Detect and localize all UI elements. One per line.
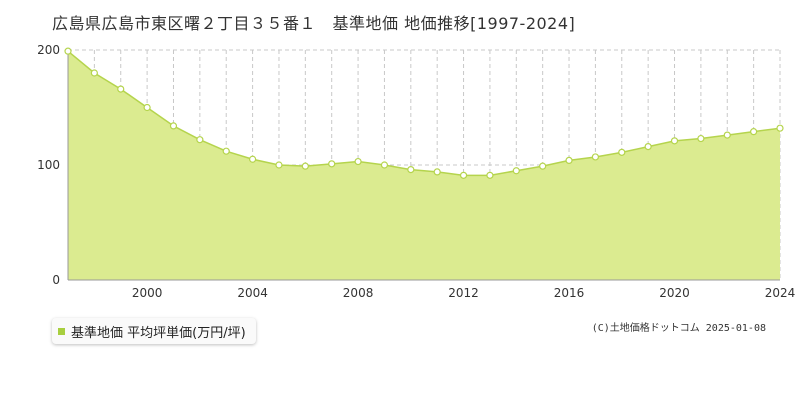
data-point (196, 136, 204, 144)
tick-labels: 0 100 200 2000 2004 2008 2012 2016 2020 2024 (37, 43, 795, 300)
chart-title: 広島県広島市東区曙２丁目３５番１ 基準地価 地価推移[1997-2024] (52, 14, 576, 33)
data-point (328, 160, 336, 168)
area-fill (68, 51, 780, 281)
data-point (90, 69, 98, 77)
data-point (539, 162, 547, 170)
data-point (248, 155, 257, 163)
data-point (433, 168, 441, 176)
x-tick-label: 2004 (237, 286, 268, 300)
x-tick-label: 2024 (765, 286, 796, 300)
legend-swatch (58, 327, 65, 335)
data-point (301, 162, 309, 170)
legend: 基準地価 平均坪単価(万円/坪) (52, 318, 256, 344)
x-tick-label: 2012 (448, 286, 479, 300)
x-tick-label: 2020 (659, 286, 690, 300)
data-point (591, 153, 600, 161)
data-points (64, 47, 784, 179)
y-tick-label: 100 (37, 158, 60, 172)
series-line (67, 50, 781, 177)
x-tick-label: 2008 (343, 286, 374, 300)
data-point (354, 157, 362, 166)
data-point (275, 161, 283, 169)
y-tick-label: 200 (37, 43, 60, 57)
data-point (143, 103, 151, 112)
data-point (407, 166, 415, 174)
legend-label: 基準地価 平均坪単価(万円/坪) (71, 325, 246, 341)
data-point (459, 171, 468, 179)
area-series (67, 50, 781, 281)
x-tick-label: 2000 (132, 286, 163, 300)
x-tick-label: 2016 (554, 286, 585, 300)
data-point (723, 131, 731, 139)
data-point (64, 47, 72, 55)
axes (67, 50, 780, 281)
data-point (697, 134, 705, 143)
data-point (512, 167, 520, 175)
data-point (618, 148, 626, 156)
data-point (486, 171, 494, 179)
data-point (644, 143, 652, 151)
data-point (222, 147, 230, 155)
copyright-credit: (C)土地価格ドットコム 2025-01-08 (591, 323, 766, 334)
data-point (565, 156, 573, 164)
data-point (750, 128, 758, 136)
data-point (670, 137, 679, 145)
y-tick-label: 0 (52, 273, 60, 287)
data-point (380, 161, 389, 169)
data-point (117, 85, 125, 93)
data-point (169, 122, 178, 130)
data-point (776, 124, 784, 132)
